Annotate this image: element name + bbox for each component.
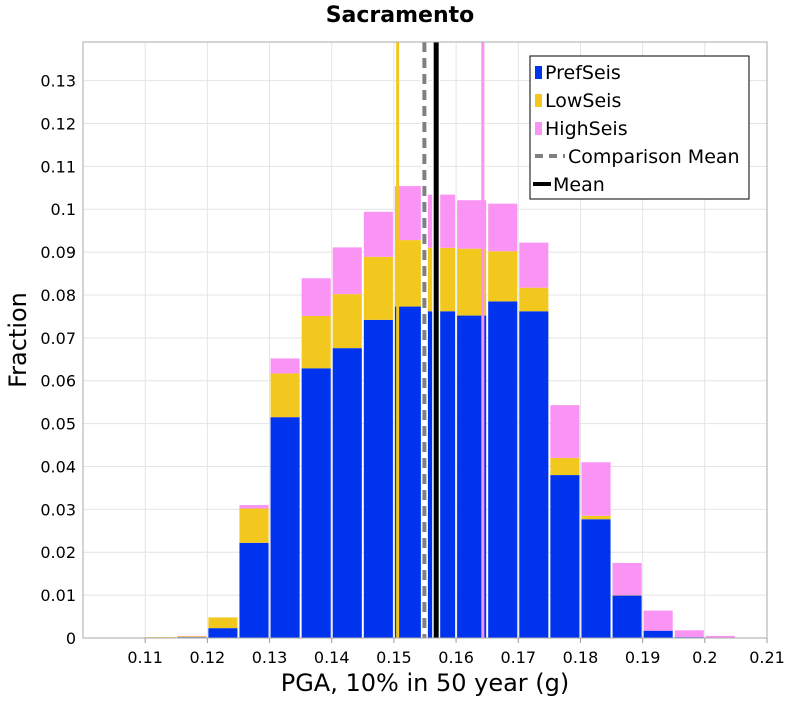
legend-swatch-lowseis [535,94,542,107]
bar-prefseis [550,475,579,638]
legend-label-lowseis: LowSeis [545,90,621,112]
bar-highseis [239,505,268,508]
bar-highseis [364,212,393,257]
y-tick-label: 0.04 [40,457,76,476]
bar-highseis [302,278,331,316]
bar-highseis [644,611,673,631]
y-tick-label: 0.07 [40,329,76,348]
legend-swatch-prefseis [535,66,542,79]
bar-prefseis [426,311,455,638]
bar-prefseis [581,519,610,638]
bar-prefseis [519,311,548,638]
y-tick-label: 0.02 [40,543,76,562]
y-tick-label: 0.08 [40,286,76,305]
bar-highseis [426,195,455,248]
legend-label-mean: Mean [553,174,605,196]
bar-prefseis [364,320,393,638]
bar-highseis [333,247,362,294]
y-axis-label: Fraction [4,292,32,388]
y-tick-label: 0.11 [40,157,76,176]
y-tick-label: 0.09 [40,243,76,262]
legend-swatch-highseis [535,122,542,135]
bar-lowseis [395,240,424,306]
bar-highseis [675,630,704,637]
bar-lowseis [302,316,331,368]
x-tick-label: 0.11 [127,648,163,667]
bar-highseis [706,636,735,638]
y-tick-label: 0.05 [40,415,76,434]
bar-lowseis [488,251,517,301]
x-tick-label: 0.12 [190,648,226,667]
x-tick-label: 0.15 [376,648,412,667]
bar-highseis [519,243,548,288]
bar-highseis [550,405,579,458]
x-axis-label: PGA, 10% in 50 year (g) [281,669,570,697]
bar-prefseis [271,417,300,638]
bar-lowseis [271,373,300,417]
bar-highseis [395,186,424,240]
x-axis-ticks: 0.11 0.12 0.13 0.14 0.15 0.16 0.17 0.18 0.19 0.2 0… [127,638,784,667]
bar-prefseis [488,301,517,638]
x-tick-label: 0.14 [314,648,350,667]
bar-lowseis [333,294,362,348]
bar-lowseis [239,509,268,543]
y-tick-label: 0.03 [40,500,76,519]
bar-highseis [271,358,300,373]
bar-prefseis [239,543,268,638]
bar-highseis [488,204,517,252]
bar-lowseis [426,248,455,311]
legend-label-comparison-mean: Comparison Mean [568,146,740,168]
bar-lowseis [208,617,237,628]
bar-highseis [613,563,642,595]
legend-label-highseis: HighSeis [545,118,628,140]
bar-lowseis [177,636,206,637]
x-tick-label: 0.16 [438,648,474,667]
x-tick-label: 0.13 [252,648,288,667]
bar-lowseis [519,288,548,312]
x-tick-label: 0.18 [563,648,599,667]
x-tick-label: 0.19 [625,648,661,667]
bar-lowseis [581,516,610,519]
legend-label-prefseis: PrefSeis [545,62,621,84]
x-tick-label: 0.2 [692,648,717,667]
bar-prefseis [333,348,362,638]
bar-highseis [581,462,610,516]
x-tick-label: 0.17 [500,648,536,667]
y-tick-label: 0.01 [40,586,76,605]
legend: PrefSeis LowSeis HighSeis Comparison Mean Me… [530,56,749,199]
chart-title: Sacramento [326,3,475,28]
bar-prefseis [644,631,673,638]
y-tick-label: 0.1 [51,200,76,219]
bar-lowseis [364,257,393,320]
bar-prefseis [395,307,424,638]
bar-prefseis [613,596,642,638]
bar-prefseis [208,628,237,638]
y-tick-label: 0.06 [40,372,76,391]
y-tick-label: 0.12 [40,114,76,133]
bar-lowseis [550,458,579,475]
y-tick-label: 0.13 [40,72,76,91]
y-tick-label: 0 [66,629,76,648]
x-tick-label: 0.21 [749,648,785,667]
y-axis-ticks: 0 0.01 0.02 0.03 0.04 0.05 0.06 0.07 0.08 0.09 0.1… [40,72,76,648]
bar-prefseis [302,368,331,638]
